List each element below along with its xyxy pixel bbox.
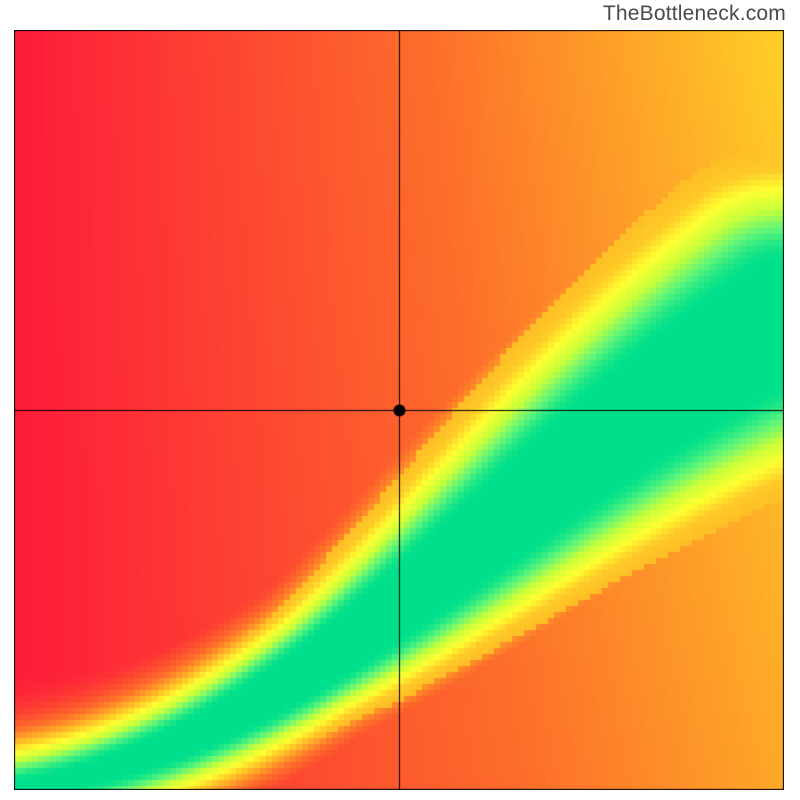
heatmap-plot xyxy=(14,30,784,790)
watermark-text: TheBottleneck.com xyxy=(603,2,786,26)
heatmap-canvas xyxy=(14,30,784,790)
